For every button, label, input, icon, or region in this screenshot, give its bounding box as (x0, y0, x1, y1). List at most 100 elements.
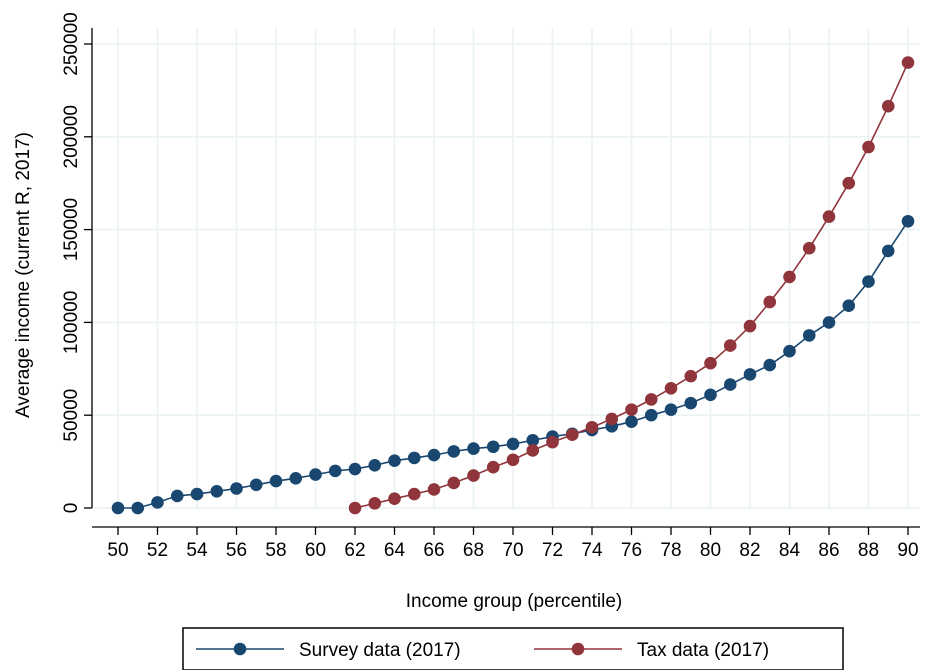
x-tick-label: 54 (186, 540, 208, 561)
data-point (862, 140, 875, 154)
data-point (269, 474, 283, 488)
data-point (388, 454, 401, 467)
data-point (901, 56, 915, 69)
data-point (684, 396, 698, 410)
data-point (546, 435, 559, 449)
data-point (151, 496, 164, 509)
x-tick-label: 90 (897, 540, 918, 561)
data-point (407, 451, 421, 465)
data-point (664, 403, 678, 416)
x-tick-label: 64 (384, 540, 406, 561)
data-point (644, 408, 658, 422)
y-tick-label: 0 (61, 503, 82, 514)
data-point (783, 344, 796, 358)
data-point (526, 433, 540, 447)
data-point (763, 358, 777, 372)
data-point (210, 484, 224, 498)
y-tick-label: 100000 (61, 291, 82, 354)
data-point (723, 378, 737, 391)
data-point (802, 241, 816, 255)
x-tick-label: 68 (463, 540, 484, 561)
data-point (704, 388, 717, 402)
data-point (842, 299, 856, 312)
data-point (526, 444, 540, 457)
plot-area (111, 56, 915, 515)
data-point (723, 339, 737, 352)
data-point (881, 99, 895, 113)
y-tick-label: 150000 (61, 198, 82, 261)
data-point (111, 501, 125, 515)
x-tick-label: 50 (107, 540, 128, 561)
x-tick-label: 56 (226, 540, 247, 561)
data-point (190, 487, 204, 501)
data-point (822, 210, 836, 223)
x-tick-label: 80 (700, 540, 721, 561)
data-point (802, 329, 816, 342)
data-point (170, 489, 184, 503)
data-point (763, 295, 777, 309)
data-point (368, 459, 382, 472)
x-tick-label: 58 (265, 540, 286, 561)
y-tick-label: 200000 (61, 105, 82, 168)
y-tick-label: 250000 (61, 12, 82, 75)
data-point (644, 393, 658, 406)
x-tick-label: 86 (818, 540, 839, 561)
data-point (427, 483, 441, 496)
data-point (783, 270, 796, 284)
x-tick-label: 60 (305, 540, 326, 561)
legend: Survey data (2017) Tax data (2017) (182, 627, 844, 670)
y-tick-label: 50000 (61, 389, 82, 442)
y-axis-title: Average income (current R, 2017) (13, 132, 34, 418)
x-tick-label: 62 (344, 540, 365, 561)
legend-box (182, 627, 844, 670)
x-tick-label: 70 (502, 540, 523, 561)
x-tick-label: 78 (660, 540, 681, 561)
x-axis-ticks: 50 52 54 56 58 60 62 64 66 68 70 72 74 76 78 80 82 84 86 88… (107, 527, 919, 561)
data-point (605, 412, 619, 426)
data-point (407, 487, 421, 501)
x-tick-label: 66 (423, 540, 444, 561)
data-point (684, 369, 698, 383)
data-point (585, 420, 599, 434)
data-point (506, 437, 520, 451)
data-point (901, 214, 915, 228)
data-point (822, 316, 836, 329)
x-tick-label: 74 (581, 540, 603, 561)
data-point (842, 176, 856, 190)
legend-items: Survey data (2017) Tax data (2017) (196, 640, 769, 661)
data-point (467, 469, 480, 482)
x-axis-title: Income group (percentile) (406, 591, 623, 612)
data-point (328, 464, 342, 478)
data-point (447, 476, 461, 490)
data-point (743, 368, 757, 381)
data-point (427, 448, 441, 462)
data-point (131, 501, 145, 515)
data-point (486, 460, 500, 474)
data-point (447, 445, 461, 458)
data-point (506, 453, 520, 467)
data-point (309, 468, 322, 481)
x-tick-label: 76 (621, 540, 642, 561)
data-point (881, 244, 895, 258)
data-point (704, 356, 717, 370)
data-point (467, 442, 480, 455)
x-tick-label: 72 (542, 540, 563, 561)
data-point (664, 381, 678, 395)
legend-label: Tax data (2017) (637, 640, 769, 661)
y-axis-ticks: 0 50000 100000 150000 200000 250000 (61, 12, 92, 513)
x-tick-label: 82 (739, 540, 760, 561)
data-point (230, 482, 243, 495)
x-tick-label: 52 (147, 540, 168, 561)
legend-marker (571, 642, 585, 656)
x-tick-label: 88 (858, 540, 879, 561)
data-point (368, 497, 382, 510)
data-point (486, 440, 500, 454)
grid (92, 28, 920, 509)
data-point (625, 403, 638, 416)
legend-label: Survey data (2017) (299, 640, 461, 661)
data-point (249, 478, 263, 492)
data-point (348, 462, 362, 476)
legend-marker (233, 642, 247, 656)
data-point (862, 275, 875, 288)
